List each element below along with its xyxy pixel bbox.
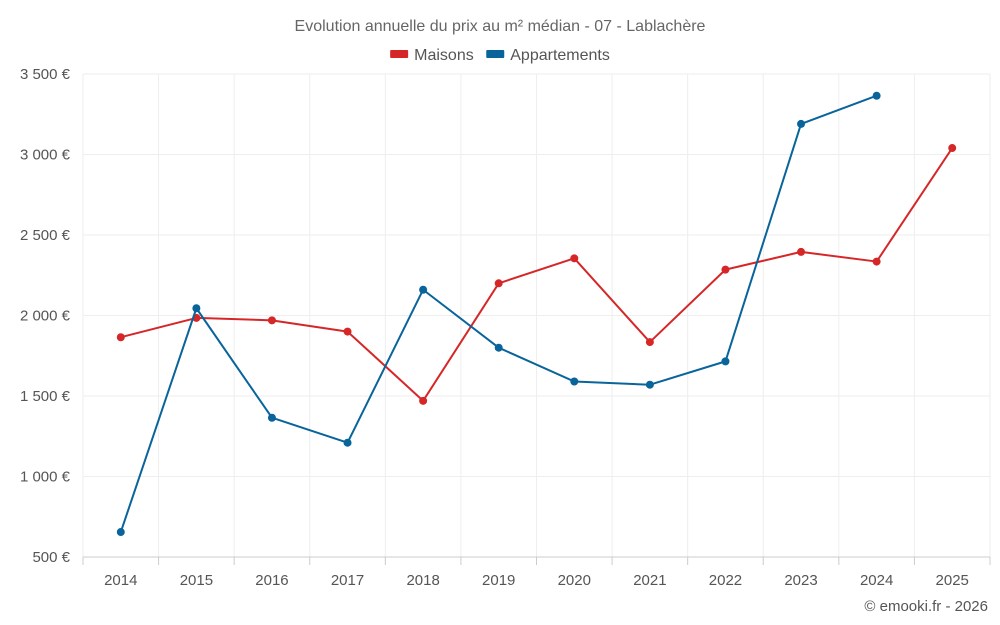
credit: © emooki.fr - 2026 <box>864 598 988 615</box>
y-tick-label: 500 € <box>32 549 70 566</box>
y-axis: 500 € 1 000 € 1 500 € 2 000 € 2 500 € 3 000 €… <box>20 66 71 566</box>
data-point-appartements[interactable] <box>797 119 806 128</box>
data-point-appartements[interactable] <box>494 343 503 352</box>
data-point-maisons[interactable] <box>570 254 579 263</box>
y-tick-label: 2 000 € <box>20 308 71 325</box>
x-tick-label: 2025 <box>936 572 969 589</box>
series-layer <box>116 91 957 537</box>
data-point-maisons[interactable] <box>267 316 276 325</box>
data-point-maisons[interactable] <box>494 279 503 288</box>
legend-item-maisons[interactable]: Maisons <box>414 47 474 64</box>
x-tick-label: 2024 <box>860 572 893 589</box>
series-maisons <box>116 144 957 405</box>
data-point-appartements[interactable] <box>645 380 654 389</box>
data-point-maisons[interactable] <box>343 327 352 336</box>
data-point-appartements[interactable] <box>721 357 730 366</box>
data-point-appartements[interactable] <box>872 91 881 100</box>
legend-swatch-appartements <box>486 50 505 58</box>
x-tick-label: 2022 <box>709 572 742 589</box>
y-tick-label: 1 500 € <box>20 388 71 405</box>
data-point-maisons[interactable] <box>419 396 428 405</box>
data-point-appartements[interactable] <box>419 285 428 294</box>
grid <box>82 73 991 565</box>
data-point-maisons[interactable] <box>948 144 957 153</box>
chart-title: Evolution annuelle du prix au m² médian … <box>295 18 706 35</box>
x-tick-label: 2015 <box>180 572 213 589</box>
series-line-maisons <box>120 147 954 402</box>
data-point-maisons[interactable] <box>721 265 730 274</box>
x-tick-label: 2019 <box>482 572 515 589</box>
x-tick-label: 2023 <box>784 572 817 589</box>
x-tick-label: 2016 <box>255 572 288 589</box>
data-point-appartements[interactable] <box>570 377 579 386</box>
y-tick-label: 1 000 € <box>20 469 71 486</box>
series-appartements <box>116 91 881 537</box>
data-point-appartements[interactable] <box>116 528 125 537</box>
data-point-maisons[interactable] <box>797 247 806 256</box>
x-tick-label: 2021 <box>633 572 666 589</box>
data-point-maisons[interactable] <box>872 257 881 266</box>
legend-swatch-maisons <box>390 50 409 58</box>
data-point-maisons[interactable] <box>645 338 654 347</box>
data-point-maisons[interactable] <box>116 333 125 342</box>
legend-item-appartements[interactable]: Appartements <box>510 47 610 64</box>
x-tick-label: 2014 <box>104 572 137 589</box>
data-point-appartements[interactable] <box>343 438 352 447</box>
y-tick-label: 2 500 € <box>20 227 71 244</box>
data-point-appartements[interactable] <box>267 413 276 422</box>
y-tick-label: 3 000 € <box>20 147 71 164</box>
x-tick-label: 2017 <box>331 572 364 589</box>
y-tick-label: 3 500 € <box>20 66 71 83</box>
data-point-appartements[interactable] <box>192 304 201 313</box>
x-tick-label: 2018 <box>406 572 439 589</box>
legend: Maisons Appartements <box>390 47 610 64</box>
x-axis: 2014 2015 2016 2017 2018 2019 2020 2021 2022 2023… <box>104 572 969 589</box>
x-tick-label: 2020 <box>558 572 591 589</box>
